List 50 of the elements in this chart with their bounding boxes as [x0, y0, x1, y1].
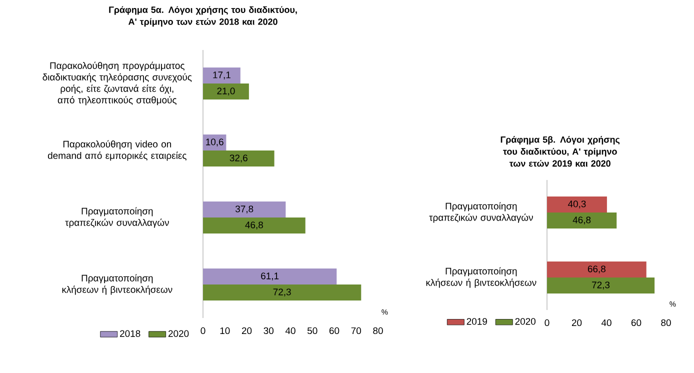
- bar: [203, 284, 362, 301]
- data-label: 37,8: [235, 206, 254, 214]
- legend-label: 2020: [168, 330, 189, 337]
- x-tick-label: 60: [329, 327, 340, 334]
- y-tick-label: Παρακολούθηση video on demand από εμπορικές εταιρείες: [48, 140, 186, 161]
- data-label: 46,8: [572, 216, 591, 224]
- x-tick-label: 10: [220, 327, 230, 334]
- x-tick-label: 0: [544, 319, 550, 326]
- x-tick-label: 50: [307, 327, 318, 334]
- bar: [203, 268, 337, 285]
- y-tick-label: Πραγματοποίηση κλήσεων ή βιντεοκλήσεων: [426, 267, 536, 288]
- legend-label: 2020: [515, 318, 536, 325]
- x-tick-label: 0: [200, 327, 206, 334]
- x-tick-label: 70: [351, 327, 362, 334]
- data-label: 10,6: [206, 138, 224, 146]
- legend-label: 2019: [466, 318, 487, 325]
- bar: [203, 134, 226, 151]
- bar: [203, 84, 249, 100]
- chart-title: Γράφημα 5β. Λόγοι χρήσης του διαδικτύου, Α' τρίμηνο των ετών 2019 και 2020: [500, 136, 620, 167]
- bar: [203, 218, 306, 234]
- x-tick-label: 40: [285, 327, 296, 334]
- data-label: 72,3: [592, 282, 610, 290]
- bar: [203, 68, 240, 84]
- data-label: 46,8: [245, 222, 263, 230]
- x-tick-label: 60: [631, 319, 642, 326]
- y-tick-label: Παρακολούθηση προγράμματος διαδικτυακής τηλεόρασης συνεχούς ροής, είτε ζωντανά είτε όχι, από τηλεοπτικούς σταθμούς: [42, 62, 192, 106]
- chart-title: Γράφημα 5α. Λόγοι χρήσης του διαδικτύου, Α' τρίμηνο των ετών 2018 και 2020: [109, 6, 297, 27]
- x-tick-label: 20: [242, 327, 252, 334]
- data-label: 21,0: [217, 88, 235, 96]
- x-tick-label: 20: [572, 319, 582, 326]
- bar: [203, 150, 274, 167]
- legend-label: 2018: [120, 330, 140, 337]
- data-label: 72,3: [273, 288, 291, 296]
- x-tick-label: 30: [264, 327, 274, 334]
- x-tick-label: 80: [373, 327, 383, 334]
- bar: [547, 262, 646, 278]
- data-label: 66,8: [588, 266, 606, 274]
- y-tick-label: Πραγματοποίηση κλήσεων ή βιντεοκλήσεων: [62, 274, 172, 295]
- bar: [547, 278, 655, 294]
- data-label: 32,6: [230, 154, 248, 162]
- x-tick-label: 80: [661, 319, 671, 326]
- data-label: 40,3: [568, 200, 586, 208]
- data-label: 61,1: [261, 272, 279, 280]
- bar: [203, 202, 286, 218]
- y-tick-label: Πραγματοποίηση τραπεζικών συναλλαγών: [65, 207, 169, 228]
- x-tick-label: 40: [601, 319, 612, 326]
- y-tick-label: Πραγματοποίηση τραπεζικών συναλλαγών: [429, 202, 533, 223]
- bar: [547, 196, 607, 212]
- data-label: 17,1: [213, 72, 230, 80]
- bar: [547, 212, 617, 228]
